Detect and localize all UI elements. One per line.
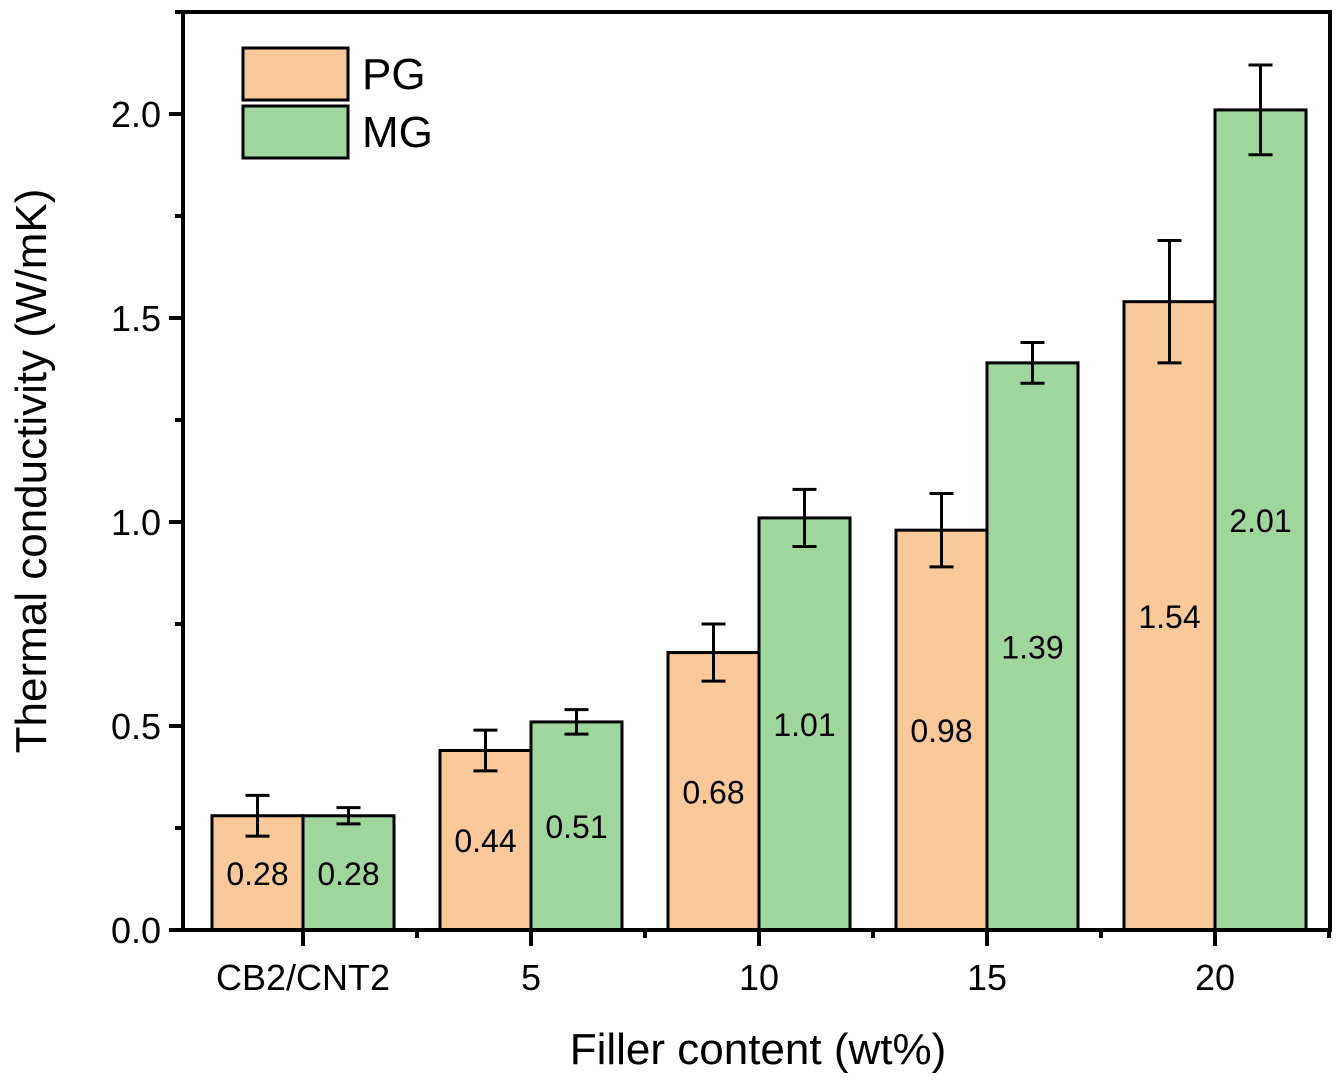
y-tick-label: 0.0 [111,910,161,951]
legend: PG MG [241,46,433,160]
bar-mg [985,361,1080,932]
legend-label-pg: PG [362,50,426,99]
data-label: 2.01 [1229,503,1291,539]
y-axis-label: Thermal conductivity (W/mK) [7,189,56,754]
data-label: 0.44 [454,823,516,859]
y-tick-label: 1.5 [111,298,161,339]
data-label: 0.98 [910,713,972,749]
y-tick-label: 1.0 [111,502,161,543]
bar-mg [757,516,852,932]
axes-layer: 0.0 0.5 1.0 1.5 2.0 CB2/CNT2 5 10 15 20 [111,10,1332,998]
data-label: 0.28 [226,856,288,892]
legend-label-mg: MG [362,108,433,157]
x-tick-label: 20 [1195,957,1235,998]
data-label: 0.68 [682,774,744,810]
y-tick-label: 0.5 [111,706,161,747]
bar-mg [529,720,624,932]
x-axis-label: Filler content (wt%) [570,1025,947,1074]
data-label: 0.51 [545,809,607,845]
plot-frame [181,10,1332,932]
x-tick-label: 5 [521,957,541,998]
bars-layer: 0.28 0.44 0.68 0.98 1.54 0.28 0.51 1.01 1.39 2.01 [210,63,1308,932]
x-tick-label: 10 [739,957,779,998]
data-label: 1.39 [1001,629,1063,665]
data-label: 0.28 [317,856,379,892]
legend-swatch-mg [241,104,350,160]
data-label: 1.01 [773,707,835,743]
y-tick-label: 2.0 [111,94,161,135]
x-tick-label: 15 [967,957,1007,998]
data-label: 1.54 [1138,599,1200,635]
legend-swatch-pg [241,46,350,102]
x-tick-label: CB2/CNT2 [216,957,390,998]
